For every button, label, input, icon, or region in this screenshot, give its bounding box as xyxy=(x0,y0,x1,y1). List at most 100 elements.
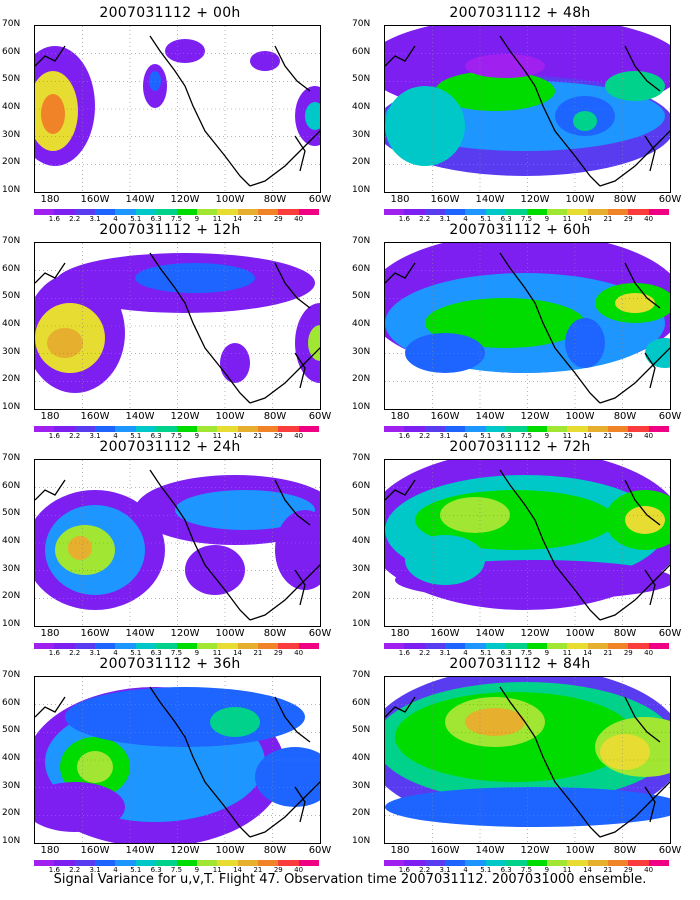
latitude-label: 20N xyxy=(2,157,21,168)
longitude-label: 120W xyxy=(170,194,200,205)
latitude-label: 70N xyxy=(2,236,21,246)
latitude-label: 30N xyxy=(352,563,371,574)
longitude-label: 120W xyxy=(520,845,550,856)
colorbar-swatch xyxy=(465,209,486,215)
latitude-label: 10N xyxy=(2,619,21,629)
colorbar-label: 14 xyxy=(583,432,593,440)
colorbar-swatch xyxy=(257,643,279,649)
colorbar-label: 7.5 xyxy=(520,215,533,223)
longitude-label: 140W xyxy=(475,411,505,422)
colorbar-swatch xyxy=(567,209,588,215)
colorbar-label: 6.3 xyxy=(150,649,162,657)
colorbar-swatch xyxy=(648,860,670,866)
colorbar-label: 40 xyxy=(644,215,654,223)
colorbar-swatch xyxy=(424,209,446,215)
latitude-label: 10N xyxy=(2,836,21,846)
latitude-label: 70N xyxy=(352,670,371,680)
colorbar-swatch xyxy=(485,643,507,649)
coastline xyxy=(385,252,670,404)
colorbar-label: 2.2 xyxy=(69,649,81,657)
latitude-label: 40N xyxy=(352,536,371,546)
latitude-label: 20N xyxy=(352,374,371,385)
colorbar-swatch xyxy=(115,209,136,215)
colorbar-swatch xyxy=(587,643,608,649)
variance-contour xyxy=(305,102,320,130)
colorbar-swatch xyxy=(298,643,320,649)
colorbar-swatch xyxy=(237,209,258,215)
colorbar-swatch xyxy=(648,426,670,432)
colorbar-swatch xyxy=(54,860,75,866)
longitude-label: 140W xyxy=(475,845,505,856)
colorbar xyxy=(34,860,320,866)
latitude-label: 40N xyxy=(352,753,371,763)
colorbar-swatch xyxy=(465,643,486,649)
colorbar-label: 3.1 xyxy=(439,215,451,223)
variance-contour xyxy=(573,111,597,131)
variance-map xyxy=(384,242,671,410)
colorbar-label: 11 xyxy=(562,866,572,874)
colorbar-label: 7.5 xyxy=(170,432,183,440)
latitude-label: 70N xyxy=(2,19,21,29)
colorbar-label: 1.6 xyxy=(398,215,410,223)
latitude-label: 30N xyxy=(2,780,21,791)
colorbar-swatch xyxy=(135,426,157,432)
variance-contour xyxy=(405,333,485,373)
colorbar-swatch xyxy=(196,860,218,866)
colorbar-label: 1.6 xyxy=(398,432,410,440)
latitude-label: 10N xyxy=(2,402,21,412)
colorbar-swatch xyxy=(54,426,75,432)
latitude-label: 70N xyxy=(2,670,21,680)
colorbar-label: 9 xyxy=(194,866,200,874)
colorbar-swatch xyxy=(156,426,177,432)
colorbar-label: 2.2 xyxy=(419,866,431,874)
colorbar-labels: 1.6 2.2 3.1 4 5.1 6.3 7.5 9 11 14 21 29 40 xyxy=(34,432,319,442)
colorbar-swatch xyxy=(257,426,279,432)
colorbar-label: 14 xyxy=(233,215,243,223)
colorbar-swatch xyxy=(278,643,299,649)
colorbar-label: 9 xyxy=(544,432,550,440)
colorbar-swatch xyxy=(485,426,507,432)
latitude-label: 40N xyxy=(352,102,371,112)
colorbar-labels: 1.6 2.2 3.1 4 5.1 6.3 7.5 9 11 14 21 29 40 xyxy=(384,649,669,659)
colorbar-swatch xyxy=(546,643,568,649)
colorbar-swatch xyxy=(95,426,116,432)
variance-contour xyxy=(405,535,485,585)
colorbar-swatch xyxy=(404,860,425,866)
variance-contour xyxy=(165,39,205,63)
latitude-label: 20N xyxy=(352,591,371,602)
colorbar-swatch xyxy=(217,643,238,649)
colorbar-swatch xyxy=(74,860,96,866)
colorbar-labels: 1.6 2.2 3.1 4 5.1 6.3 7.5 9 11 14 21 29 40 xyxy=(384,866,669,876)
colorbar-label: 4 xyxy=(113,215,118,223)
longitude-label: 60W xyxy=(658,411,682,422)
map-panel: 2007031112 + 12h 70N 60N 50N 40N 30N 20N 10N 180… xyxy=(0,222,340,440)
latitude-label: 60N xyxy=(352,697,371,708)
colorbar-labels: 1.6 2.2 3.1 4 5.1 6.3 7.5 9 11 14 21 29 40 xyxy=(34,215,319,225)
colorbar-swatch xyxy=(217,209,238,215)
colorbar-label: 40 xyxy=(294,649,304,657)
longitude-label: 80W xyxy=(263,194,287,205)
colorbar-label: 29 xyxy=(623,215,633,223)
longitude-label: 160W xyxy=(80,845,110,856)
variance-contour xyxy=(255,747,320,807)
latitude-label: 10N xyxy=(352,836,371,846)
colorbar-label: 2.2 xyxy=(69,866,81,874)
colorbar-label: 7.5 xyxy=(520,866,533,874)
colorbar-label: 6.3 xyxy=(150,432,162,440)
colorbar-swatch xyxy=(237,643,258,649)
colorbar-label: 2.2 xyxy=(419,432,431,440)
latitude-label: 60N xyxy=(352,46,371,57)
latitude-label: 20N xyxy=(2,374,21,385)
colorbar-swatch xyxy=(237,860,258,866)
variance-contour xyxy=(47,328,83,358)
longitude-label: 140W xyxy=(475,628,505,639)
colorbar-label: 2.2 xyxy=(69,215,81,223)
longitude-label: 180 xyxy=(390,194,410,205)
figure-caption: Signal Variance for u,v,T. Flight 47. Ob… xyxy=(53,872,647,887)
variance-contour xyxy=(220,343,250,383)
colorbar-swatch xyxy=(628,643,649,649)
longitude-label: 60W xyxy=(308,628,332,639)
colorbar-label: 29 xyxy=(623,866,633,874)
variance-contour xyxy=(625,506,665,534)
latitude-label: 50N xyxy=(2,508,21,519)
